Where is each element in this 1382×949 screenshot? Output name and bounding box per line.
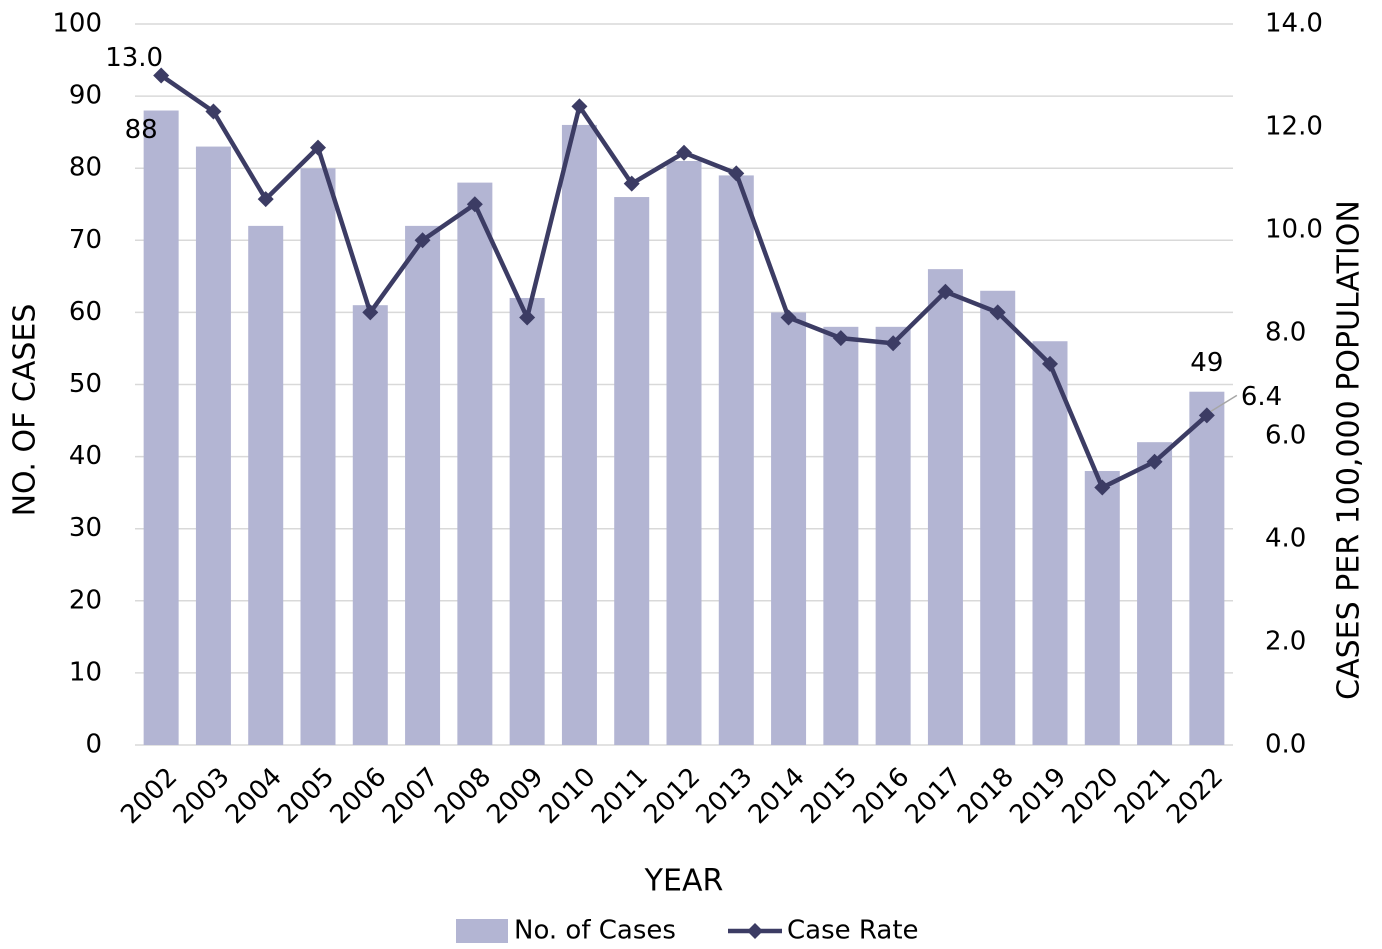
y-tick-label: 90 [69, 81, 102, 111]
x-tick-label: 2022 [1161, 762, 1229, 830]
y2-tick-label: 12.0 [1265, 112, 1323, 142]
bar [927, 269, 963, 745]
marker [1146, 453, 1163, 470]
y-tick-label: 70 [69, 225, 102, 255]
x-tick-label: 2015 [795, 762, 863, 830]
marker [885, 335, 902, 352]
y2-axis-title: CASES PER 100,000 POPULATION [1332, 200, 1367, 700]
legend-label: No. of Cases [514, 916, 676, 946]
marker [310, 139, 326, 156]
x-tick-label: 2012 [638, 762, 706, 830]
bar [457, 182, 493, 745]
marker [937, 283, 954, 300]
y2-tick-label: 2.0 [1265, 627, 1306, 657]
x-axis-title: YEAR [644, 864, 724, 899]
bar [509, 297, 545, 745]
y2-tick-label: 6.0 [1265, 421, 1306, 451]
x-tick-label: 2020 [1057, 762, 1125, 830]
bar [875, 326, 911, 745]
marker [1042, 355, 1058, 372]
x-tick-label: 2021 [1109, 762, 1177, 830]
y-tick-label: 60 [69, 297, 102, 327]
y-tick-label: 20 [69, 585, 102, 615]
marker [780, 309, 797, 326]
marker [257, 191, 274, 208]
x-tick-label: 2008 [429, 762, 497, 830]
bar [300, 168, 336, 745]
marker [362, 304, 379, 321]
bar [980, 290, 1016, 745]
data-label: 49 [1190, 348, 1223, 378]
y-tick-label: 0 [85, 730, 102, 760]
bar [614, 197, 650, 746]
marker [205, 103, 222, 120]
marker [728, 165, 745, 182]
data-label: 88 [125, 115, 158, 145]
leader-line [1210, 394, 1238, 413]
x-tick-label: 2014 [743, 762, 811, 830]
data-label: 6.4 [1241, 382, 1282, 412]
y-tick-label: 80 [69, 153, 102, 183]
marker [989, 304, 1006, 321]
y-tick-label: 10 [69, 657, 102, 687]
y-tick-label: 40 [69, 441, 102, 471]
y2-tick-label: 8.0 [1265, 318, 1306, 348]
legend-swatch [747, 923, 763, 939]
x-tick-label: 2016 [847, 762, 915, 830]
bar [823, 326, 859, 745]
marker [1094, 479, 1111, 496]
x-tick-label: 2011 [586, 762, 654, 830]
marker [623, 175, 640, 192]
x-tick-label: 2005 [272, 762, 340, 830]
marker [466, 196, 483, 213]
y2-tick-label: 10.0 [1265, 215, 1323, 245]
bar [666, 160, 702, 746]
y-axis-title: NO. OF CASES [8, 304, 43, 517]
x-tick-label: 2003 [168, 762, 236, 830]
marker [519, 309, 536, 326]
bar [771, 312, 807, 745]
data-label: 13.0 [105, 43, 163, 73]
bar [718, 175, 754, 745]
bar [143, 110, 179, 745]
marker [571, 98, 588, 115]
y-tick-label: 50 [69, 369, 102, 399]
bar [1137, 442, 1173, 745]
bar [195, 146, 231, 745]
y-tick-label: 100 [52, 9, 102, 39]
x-tick-label: 2004 [220, 762, 288, 830]
x-tick-label: 2019 [1004, 762, 1072, 830]
bar [561, 124, 597, 745]
x-tick-label: 2009 [481, 762, 549, 830]
x-tick-label: 2002 [115, 762, 183, 830]
x-tick-label: 2018 [952, 762, 1020, 830]
y2-tick-label: 0.0 [1265, 730, 1306, 760]
marker [832, 330, 849, 347]
bar [248, 225, 284, 745]
y2-tick-label: 14.0 [1265, 9, 1323, 39]
marker [414, 232, 431, 249]
bar [1084, 471, 1120, 745]
x-tick-label: 2017 [900, 762, 968, 830]
marker [676, 144, 692, 161]
marker [153, 67, 170, 84]
x-tick-label: 2013 [691, 762, 759, 830]
legend-swatch [456, 919, 508, 943]
bar [405, 225, 441, 745]
bar [1189, 391, 1225, 745]
x-tick-label: 2006 [325, 762, 393, 830]
legend-label: Case Rate [787, 916, 919, 946]
bar [1032, 341, 1068, 745]
x-tick-label: 2010 [534, 762, 602, 830]
bar [352, 305, 388, 745]
y-tick-label: 30 [69, 513, 102, 543]
x-tick-label: 2007 [377, 762, 445, 830]
y2-tick-label: 4.0 [1265, 524, 1306, 554]
